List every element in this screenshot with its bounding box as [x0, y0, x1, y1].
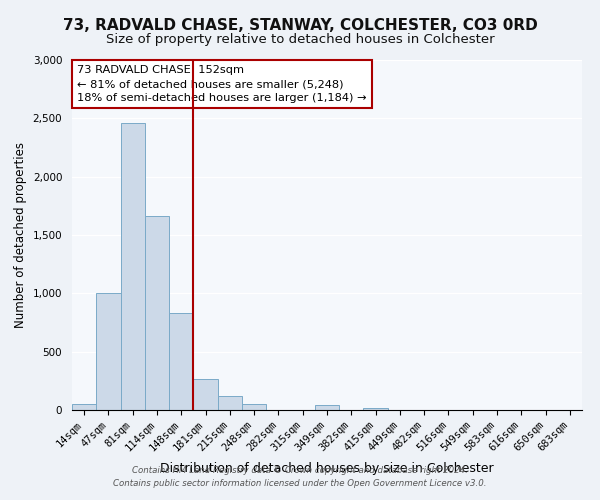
Text: 73 RADVALD CHASE: 152sqm
← 81% of detached houses are smaller (5,248)
18% of sem: 73 RADVALD CHASE: 152sqm ← 81% of detach… [77, 66, 367, 104]
Bar [169, 313, 193, 410]
Bar [315, 406, 339, 410]
Bar [218, 396, 242, 410]
Text: Contains HM Land Registry data © Crown copyright and database right 2024.
Contai: Contains HM Land Registry data © Crown c… [113, 466, 487, 487]
Bar [193, 378, 218, 410]
Text: 73, RADVALD CHASE, STANWAY, COLCHESTER, CO3 0RD: 73, RADVALD CHASE, STANWAY, COLCHESTER, … [62, 18, 538, 32]
X-axis label: Distribution of detached houses by size in Colchester: Distribution of detached houses by size … [160, 462, 494, 474]
Bar [96, 294, 121, 410]
Bar [364, 408, 388, 410]
Bar [121, 123, 145, 410]
Bar [145, 216, 169, 410]
Bar [242, 404, 266, 410]
Text: Size of property relative to detached houses in Colchester: Size of property relative to detached ho… [106, 32, 494, 46]
Y-axis label: Number of detached properties: Number of detached properties [14, 142, 27, 328]
Bar [72, 404, 96, 410]
